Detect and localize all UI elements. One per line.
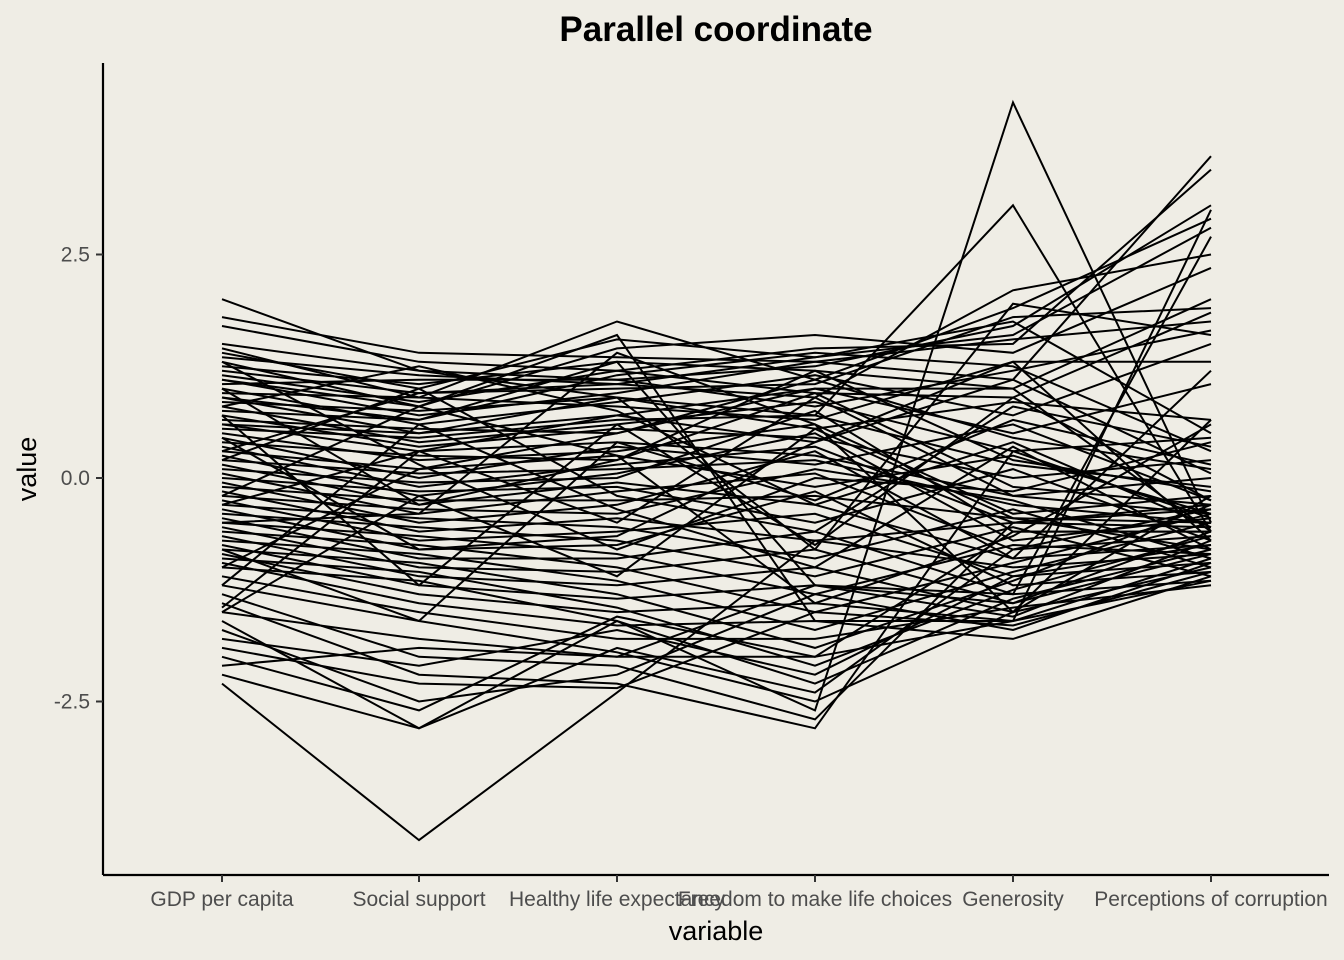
series-line (221, 553, 1212, 623)
x-axis-title: variable (669, 916, 764, 946)
y-axis-ticks: -2.5 0.0 2.5 (54, 244, 103, 714)
series-line (221, 544, 1212, 676)
series-line (221, 378, 1212, 551)
series-line (221, 369, 1212, 506)
series-line (221, 226, 1212, 390)
series-line (221, 155, 1212, 381)
series-line (221, 508, 1212, 730)
x-axis-ticks: GDP per capita Social support Healthy life… (150, 875, 1328, 911)
y-tick-label: 2.5 (61, 244, 90, 267)
y-tick-label: -2.5 (54, 691, 90, 714)
x-tick-label: Perceptions of corruption (1094, 888, 1327, 911)
x-tick-label: Generosity (962, 888, 1064, 911)
series-line (221, 360, 1212, 551)
x-tick-label: Social support (352, 888, 485, 911)
series-line (221, 566, 1212, 703)
series-line (221, 423, 1212, 587)
series-line (221, 266, 1212, 408)
series-line (221, 360, 1212, 542)
series-line (221, 351, 1212, 453)
y-tick-label: 0.0 (61, 467, 90, 490)
x-tick-label: Freedom to make life choices (678, 888, 952, 911)
series-line (221, 365, 1212, 560)
series-line (221, 392, 1212, 506)
y-axis-title: value (12, 437, 42, 502)
chart-title: Parallel coordinate (559, 10, 872, 49)
series-line (221, 561, 1212, 640)
series-line (221, 378, 1212, 471)
series-line (221, 468, 1212, 560)
series-line (221, 414, 1212, 488)
series-line (221, 427, 1212, 613)
series-line (221, 468, 1212, 542)
x-tick-label: Healthy life expectancy (509, 888, 725, 911)
series-line (221, 405, 1212, 605)
series-line (221, 329, 1212, 408)
series-line (221, 570, 1212, 690)
series-line (221, 396, 1212, 587)
series-lines (221, 99, 1212, 842)
series-line (221, 579, 1212, 658)
series-line (221, 307, 1212, 395)
series-line (221, 320, 1212, 453)
series-line (221, 99, 1212, 730)
series-line (221, 396, 1212, 609)
series-line (221, 302, 1212, 551)
series-line (221, 553, 1212, 667)
series-line (221, 450, 1212, 730)
series-line (221, 521, 1212, 596)
series-line (221, 459, 1212, 524)
x-tick-label: GDP per capita (150, 888, 294, 911)
series-line (221, 561, 1212, 703)
series-line (221, 204, 1212, 381)
series-line (221, 414, 1212, 480)
series-line (221, 521, 1212, 632)
series-line (221, 530, 1211, 712)
series-line (221, 418, 1212, 623)
series-line (221, 168, 1212, 372)
series-line (221, 521, 1212, 721)
